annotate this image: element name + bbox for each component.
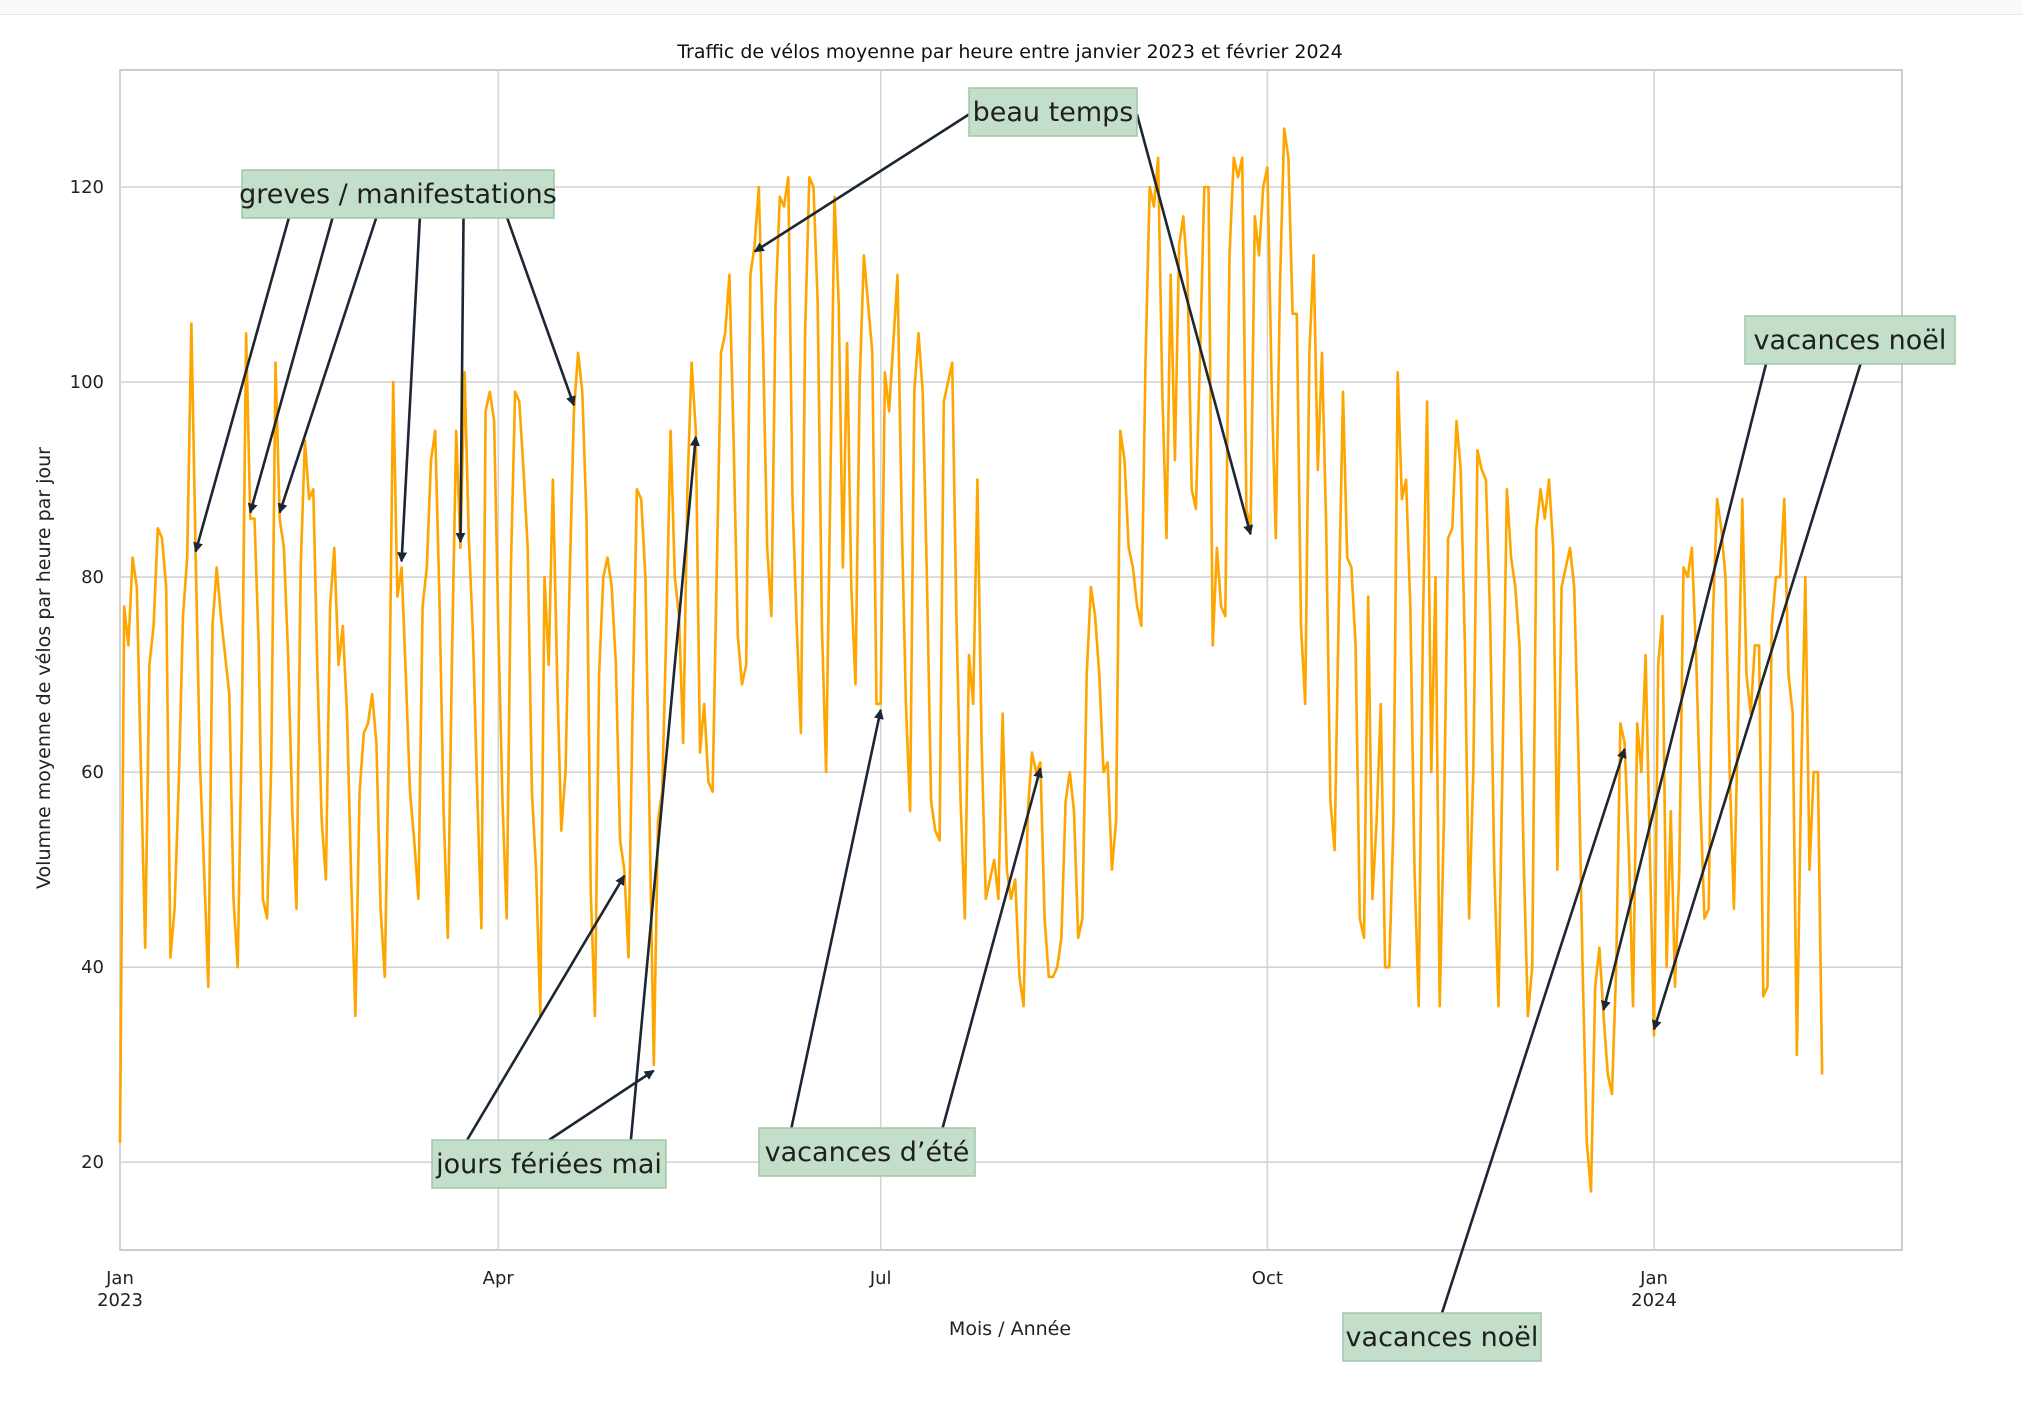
annotation-arrow (629, 435, 700, 1141)
chart-title: Traffic de vélos moyenne par heure entre… (676, 41, 1343, 63)
annotation-arrow (1600, 363, 1768, 1011)
y-tick-label: 120 (70, 177, 104, 198)
x-tick-year-label: 2024 (1631, 1290, 1677, 1311)
x-tick-year-label: 2023 (97, 1290, 143, 1311)
annotation-box (968, 87, 1138, 137)
annotation-arrow (941, 767, 1043, 1129)
annotation-label: vacances noël (1754, 325, 1947, 356)
window-top-strip (0, 0, 2022, 15)
annotation-arrow (455, 217, 466, 543)
annotation-arrow (1440, 747, 1627, 1314)
x-axis-title: Mois / Année (949, 1318, 1071, 1340)
annotation-label: beau temps (973, 97, 1134, 128)
annotation-arrow (1651, 363, 1862, 1031)
annotation-label: greves / manifestations (239, 179, 557, 210)
annotation-box (241, 169, 555, 219)
x-tick-label: Jan (105, 1268, 134, 1289)
annotation-1: greves / manifestations (193, 169, 576, 563)
x-tick-label: Oct (1252, 1268, 1283, 1289)
y-tick-label: 20 (81, 1152, 104, 1173)
annotation-label: vacances noël (1346, 1322, 1539, 1353)
annotation-arrow (277, 217, 378, 514)
y-axis-title: Volumne moyenne de vélos par heure par j… (33, 447, 55, 889)
annotation-box (1744, 315, 1956, 365)
annotation-arrow (790, 708, 884, 1129)
annotation-6: vacances noël (1342, 747, 1627, 1362)
annotation-2: jours fériées mai (431, 435, 700, 1189)
annotation-arrow (465, 874, 626, 1141)
annotation-arrow (397, 217, 422, 563)
annotations: greves / manifestations jours fériées mai… (193, 87, 1956, 1362)
annotation-box (1342, 1312, 1542, 1362)
y-tick-label: 60 (81, 762, 104, 783)
annotation-arrow (247, 217, 334, 514)
annotation-3: beau temps (753, 87, 1254, 536)
plot-frame (119, 69, 1903, 1251)
annotation-label: vacances d’été (765, 1137, 970, 1168)
annotation-box (431, 1139, 667, 1189)
annotation-4: vacances d’été (758, 708, 1043, 1177)
y-tick-label: 100 (70, 372, 104, 393)
annotation-arrow (1135, 114, 1254, 536)
annotation-arrow (548, 1069, 655, 1142)
grid-lines (119, 70, 1902, 1250)
annotation-arrow (753, 113, 970, 253)
annotation-label: jours fériées mai (435, 1149, 662, 1180)
series-line (118, 127, 1824, 1193)
y-tick-label: 80 (81, 567, 104, 588)
annotation-5: vacances noël (1600, 315, 1956, 1031)
x-tick-label: Jul (869, 1268, 892, 1289)
annotation-arrow (505, 217, 576, 407)
y-tick-label: 40 (81, 957, 104, 978)
x-tick-label: Apr (483, 1268, 515, 1289)
x-tick-label: Jan (1639, 1268, 1668, 1289)
annotation-arrow (193, 217, 291, 553)
annotation-box (758, 1127, 976, 1177)
